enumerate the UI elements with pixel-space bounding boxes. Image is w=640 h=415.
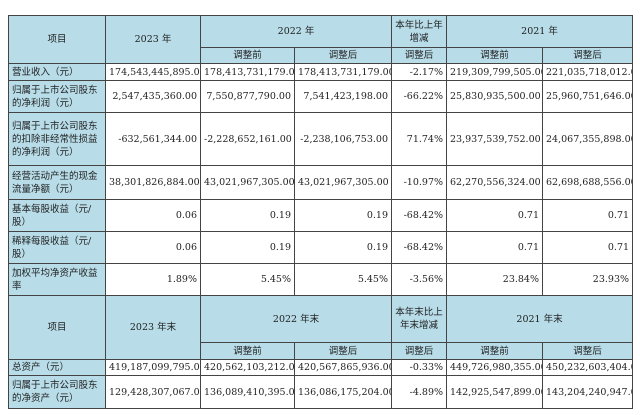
cell-value: 62,698,688,556.00 <box>542 165 634 200</box>
cell-value: 129,428,307,067.00 <box>105 375 201 409</box>
cell-value: 7,541,423,198.00 <box>293 80 393 113</box>
cell-value: 5.45% <box>200 263 295 296</box>
header2-2022-after: 调整后 <box>293 342 393 360</box>
cell-value: -2.17% <box>391 63 448 81</box>
header2-2022: 2022 年末 <box>199 295 393 343</box>
cell-value: 0.19 <box>293 231 393 264</box>
subheader-row-2: 调整前 调整后 调整后 调整前 调整后 <box>9 342 634 360</box>
cell-value: 25,960,751,646.00 <box>542 80 634 113</box>
header-row: 项目 2023 年 2022 年 本年比上年增减 2021 年 <box>8 15 634 64</box>
cell-value: 420,567,865,936.00 <box>293 359 393 376</box>
row-label: 加权平均净资产收益率 <box>8 263 106 296</box>
header-2021-after: 调整后 <box>542 47 634 64</box>
header2-change-after: 调整后 <box>391 342 448 360</box>
row-label: 总资产（元） <box>8 359 106 376</box>
header-row-2: 项目 2023 年末 2022 年末 本年末比上年末增减 2021 年末 <box>8 295 634 360</box>
cell-value: 0.19 <box>293 199 393 232</box>
cell-value: -632,561,344.00 <box>105 112 201 166</box>
cell-value: 174,543,445,895.00 <box>105 63 201 81</box>
cell-value: 0.71 <box>542 199 634 232</box>
header-2022: 2022 年 <box>199 15 393 48</box>
header-2022-before: 调整前 <box>200 47 295 64</box>
cell-value: 419,187,099,795.00 <box>105 359 201 376</box>
cell-value: -2,228,652,161.00 <box>200 112 295 166</box>
cell-value: -10.97% <box>391 165 448 200</box>
table-row: 加权平均净资产收益率 1.89% 5.45% 5.45% -3.56% 23.84% 23.… <box>8 263 634 296</box>
cell-value: -68.42% <box>391 199 448 232</box>
row-label: 归属于上市公司股东的净利润（元） <box>8 80 106 113</box>
cell-value: 43,021,967,305.00 <box>293 165 393 200</box>
row-label: 归属于上市公司股东的净资产（元） <box>8 375 106 409</box>
table-row: 总资产（元） 419,187,099,795.00 420,562,103,212.… <box>8 359 634 376</box>
cell-value: -68.42% <box>391 231 448 264</box>
cell-value: 0.19 <box>200 199 295 232</box>
cell-value: 0.71 <box>446 199 544 232</box>
cell-value: 450,232,603,404.00 <box>542 359 634 376</box>
cell-value: 449,726,980,355.00 <box>446 359 544 376</box>
row-label: 经营活动产生的现金流量净额（元） <box>8 165 106 200</box>
cell-value: -66.22% <box>391 80 448 113</box>
cell-value: 38,301,826,884.00 <box>105 165 201 200</box>
table-row: 归属于上市公司股东的净资产（元） 129,428,307,067.00 136,08… <box>8 375 634 409</box>
header2-item: 项目 <box>8 295 106 360</box>
cell-value: 0.06 <box>105 231 201 264</box>
cell-value: 178,413,731,179.00 <box>200 63 295 81</box>
cell-value: 24,067,355,898.00 <box>542 112 634 166</box>
cell-value: 0.71 <box>542 231 634 264</box>
cell-value: 1.89% <box>105 263 201 296</box>
cell-value: 178,413,731,179.00 <box>293 63 393 81</box>
cell-value: 71.74% <box>391 112 448 166</box>
header2-2021-before: 调整前 <box>446 342 544 360</box>
cell-value: 5.45% <box>293 263 393 296</box>
header2-2021-after: 调整后 <box>542 342 634 360</box>
cell-value: 7,550,877,790.00 <box>200 80 295 113</box>
header2-2021: 2021 年末 <box>446 295 634 343</box>
cell-value: 23,937,539,752.00 <box>446 112 544 166</box>
table-row: 稀释每股收益（元/股） 0.06 0.19 0.19 -68.42% 0.71 0.71 <box>8 231 634 264</box>
header-change-after: 调整后 <box>391 47 448 64</box>
cell-value: 0.06 <box>105 199 201 232</box>
cell-value: 136,089,410,395.00 <box>200 375 295 409</box>
cell-value: 143,204,240,947.00 <box>542 375 634 409</box>
header-2023: 2023 年 <box>105 15 201 64</box>
row-label: 基本每股收益（元/股） <box>8 199 106 232</box>
table-row: 归属于上市公司股东的扣除非经常性损益的净利润（元） -632,561,344.00… <box>8 112 634 166</box>
cell-value: 2,547,435,360.00 <box>105 80 201 113</box>
cell-value: -3.56% <box>391 263 448 296</box>
cell-value: 0.71 <box>446 231 544 264</box>
header-2021: 2021 年 <box>446 15 634 48</box>
cell-value: 219,309,799,505.00 <box>446 63 544 81</box>
cell-value: 136,086,175,204.00 <box>293 375 393 409</box>
cell-value: 43,021,967,305.00 <box>200 165 295 200</box>
row-label: 归属于上市公司股东的扣除非经常性损益的净利润（元） <box>8 112 106 166</box>
row-label: 稀释每股收益（元/股） <box>8 231 106 264</box>
header-2022-after: 调整后 <box>293 47 393 64</box>
header2-change: 本年末比上年末增减 <box>391 295 448 343</box>
cell-value: 221,035,718,012.00 <box>542 63 634 81</box>
table-row: 营业收入（元） 174,543,445,895.00 178,413,731,179… <box>8 63 634 81</box>
cell-value: -0.33% <box>391 359 448 376</box>
cell-value: 142,925,547,899.00 <box>446 375 544 409</box>
header-change: 本年比上年增减 <box>391 15 448 48</box>
cell-value: -2,238,106,753.00 <box>293 112 393 166</box>
header-item: 项目 <box>8 15 106 64</box>
cell-value: 420,562,103,212.00 <box>200 359 295 376</box>
header2-2023: 2023 年末 <box>105 295 201 360</box>
financial-summary-table: 项目 2023 年 2022 年 本年比上年增减 2021 年 调整前 调整后 … <box>8 15 634 409</box>
cell-value: 25,830,935,500.00 <box>446 80 544 113</box>
row-label: 营业收入（元） <box>8 63 106 81</box>
cell-value: 23.93% <box>542 263 634 296</box>
cell-value: 23.84% <box>446 263 544 296</box>
cell-value: 62,270,556,324.00 <box>446 165 544 200</box>
header2-2022-before: 调整前 <box>200 342 295 360</box>
cell-value: -4.89% <box>391 375 448 409</box>
table-row: 经营活动产生的现金流量净额（元） 38,301,826,884.00 43,021,… <box>8 165 634 200</box>
table-row: 归属于上市公司股东的净利润（元） 2,547,435,360.00 7,550,87… <box>8 80 634 113</box>
cell-value: 0.19 <box>200 231 295 264</box>
header-2021-before: 调整前 <box>446 47 544 64</box>
table-row: 基本每股收益（元/股） 0.06 0.19 0.19 -68.42% 0.71 0.71 <box>8 199 634 232</box>
